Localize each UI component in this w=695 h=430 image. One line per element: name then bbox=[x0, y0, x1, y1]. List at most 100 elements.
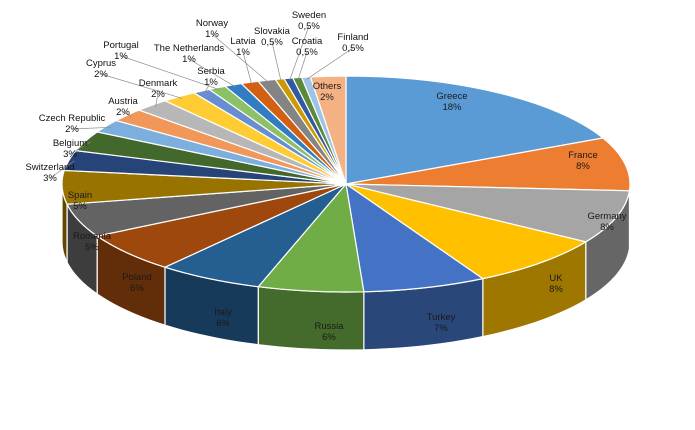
data-label-poland: Poland 6% bbox=[122, 272, 152, 294]
leader-lines bbox=[49, 25, 354, 179]
leader-line-latvia bbox=[242, 51, 253, 85]
data-label-czech-republic: Czech Republic 2% bbox=[39, 113, 106, 135]
slice-percent-switzerland: 3% bbox=[43, 173, 57, 184]
slice-percent-portugal: 1% bbox=[114, 51, 128, 62]
data-label-norway: Norway 1% bbox=[196, 18, 228, 40]
data-label-austria: Austria 2% bbox=[108, 96, 138, 118]
slice-percent-greece: 18% bbox=[442, 102, 462, 113]
slice-percent-belgium: 3% bbox=[63, 149, 77, 160]
slice-name-uk: UK bbox=[549, 273, 563, 284]
slice-name-belgium: Belgium bbox=[53, 138, 87, 149]
data-label-spain: Spain 5% bbox=[68, 190, 92, 212]
slice-name-denmark: Denmark bbox=[139, 78, 178, 89]
slice-percent-france: 8% bbox=[576, 161, 590, 172]
data-label-the-netherlands: The Netherlands 1% bbox=[154, 43, 224, 65]
slice-name-serbia: Serbia bbox=[197, 66, 225, 77]
leader-line-slovakia bbox=[271, 41, 282, 82]
leader-line-czech-republic bbox=[71, 126, 112, 130]
leader-line-croatia bbox=[297, 51, 308, 80]
leader-line-cyprus bbox=[100, 73, 183, 99]
pie-sides bbox=[61, 183, 631, 351]
leader-line-norway bbox=[211, 33, 269, 83]
data-labels: Greece 18%France 8%Germany 8%UK 8%Turkey 7%Ru… bbox=[25, 10, 626, 343]
leader-line-portugal bbox=[120, 55, 220, 91]
data-label-portugal: Portugal 1% bbox=[103, 40, 138, 62]
slice-name-croatia: Croatia bbox=[292, 36, 323, 47]
data-label-turkey: Turkey 7% bbox=[427, 312, 456, 334]
slice-percent-spain: 5% bbox=[73, 201, 87, 212]
slice-percent-cyprus: 2% bbox=[94, 69, 108, 80]
data-label-latvia: Latvia 1% bbox=[230, 36, 256, 58]
data-label-switzerland: Switzerland 3% bbox=[25, 162, 74, 184]
leader-line-austria bbox=[122, 111, 132, 117]
leader-line-the-netherlands bbox=[188, 58, 236, 88]
slice-name-cyprus: Cyprus bbox=[86, 58, 116, 69]
slice-name-russia: Russia bbox=[314, 321, 344, 332]
slice-percent-czech-republic: 2% bbox=[65, 124, 79, 135]
data-label-italy: Italy 6% bbox=[214, 307, 232, 329]
slice-name-turkey: Turkey bbox=[427, 312, 456, 323]
pie-slice-greece bbox=[345, 75, 605, 185]
slice-percent-the-netherlands: 1% bbox=[182, 54, 196, 65]
slice-name-others: Others bbox=[313, 81, 342, 92]
pie-slice-uk bbox=[345, 183, 588, 280]
slice-percent-poland: 6% bbox=[130, 283, 144, 294]
slice-name-the-netherlands: The Netherlands bbox=[154, 43, 224, 54]
slice-percent-romania: 5% bbox=[85, 242, 99, 253]
leader-line-switzerland bbox=[49, 160, 75, 179]
slice-percent-others: 2% bbox=[320, 92, 334, 103]
slice-name-austria: Austria bbox=[108, 96, 138, 107]
slice-name-norway: Norway bbox=[196, 18, 228, 29]
slice-percent-denmark: 2% bbox=[151, 89, 165, 100]
data-label-cyprus: Cyprus 2% bbox=[86, 58, 116, 80]
slice-name-slovakia: Slovakia bbox=[254, 26, 291, 37]
slice-percent-finland: 0,5% bbox=[342, 43, 364, 54]
slice-name-finland: Finland bbox=[337, 32, 368, 43]
slice-name-greece: Greece bbox=[436, 91, 467, 102]
data-label-romania: Romania 5% bbox=[73, 231, 112, 253]
data-label-slovakia: Slovakia 0,5% bbox=[254, 26, 291, 48]
slice-name-romania: Romania bbox=[73, 231, 112, 242]
slice-percent-russia: 6% bbox=[322, 332, 336, 343]
slice-percent-turkey: 7% bbox=[434, 323, 448, 334]
data-label-uk: UK 8% bbox=[549, 273, 563, 295]
slice-name-italy: Italy bbox=[214, 307, 232, 318]
slice-percent-uk: 8% bbox=[549, 284, 563, 295]
slice-name-sweden: Sweden bbox=[292, 10, 326, 21]
leader-line-denmark bbox=[155, 93, 159, 107]
pie-tops bbox=[61, 75, 631, 293]
data-label-croatia: Croatia 0,5% bbox=[292, 36, 323, 58]
data-label-denmark: Denmark 2% bbox=[139, 78, 178, 100]
data-label-serbia: Serbia 1% bbox=[197, 66, 225, 88]
slice-percent-croatia: 0,5% bbox=[296, 47, 318, 58]
data-label-sweden: Sweden 0,5% bbox=[292, 10, 326, 32]
data-label-russia: Russia 6% bbox=[314, 321, 344, 343]
slice-name-latvia: Latvia bbox=[230, 36, 256, 47]
data-label-belgium: Belgium 3% bbox=[53, 138, 87, 160]
pie-side-russia bbox=[257, 286, 365, 351]
slice-percent-germany: 8% bbox=[600, 222, 614, 233]
data-label-france: France 8% bbox=[568, 150, 598, 172]
data-label-others: Others 2% bbox=[313, 81, 342, 103]
slice-percent-latvia: 1% bbox=[236, 47, 250, 58]
slice-percent-sweden: 0,5% bbox=[298, 21, 320, 32]
leader-line-belgium bbox=[69, 141, 91, 155]
pie-slice-germany bbox=[345, 183, 631, 243]
pie-slice-turkey bbox=[345, 182, 485, 293]
slice-name-france: France bbox=[568, 150, 598, 161]
data-label-greece: Greece 18% bbox=[436, 91, 467, 113]
slice-percent-serbia: 1% bbox=[204, 77, 218, 88]
slice-name-switzerland: Switzerland bbox=[25, 162, 74, 173]
leader-line-serbia bbox=[204, 81, 212, 94]
slice-name-portugal: Portugal bbox=[103, 40, 138, 51]
slice-percent-norway: 1% bbox=[205, 29, 219, 40]
slice-name-poland: Poland bbox=[122, 272, 152, 283]
slice-name-spain: Spain bbox=[68, 190, 92, 201]
slice-percent-slovakia: 0,5% bbox=[261, 37, 283, 48]
data-label-finland: Finland 0,5% bbox=[337, 32, 368, 54]
slice-name-germany: Germany bbox=[587, 211, 626, 222]
slice-percent-austria: 2% bbox=[116, 107, 130, 118]
leader-line-finland bbox=[306, 47, 354, 80]
